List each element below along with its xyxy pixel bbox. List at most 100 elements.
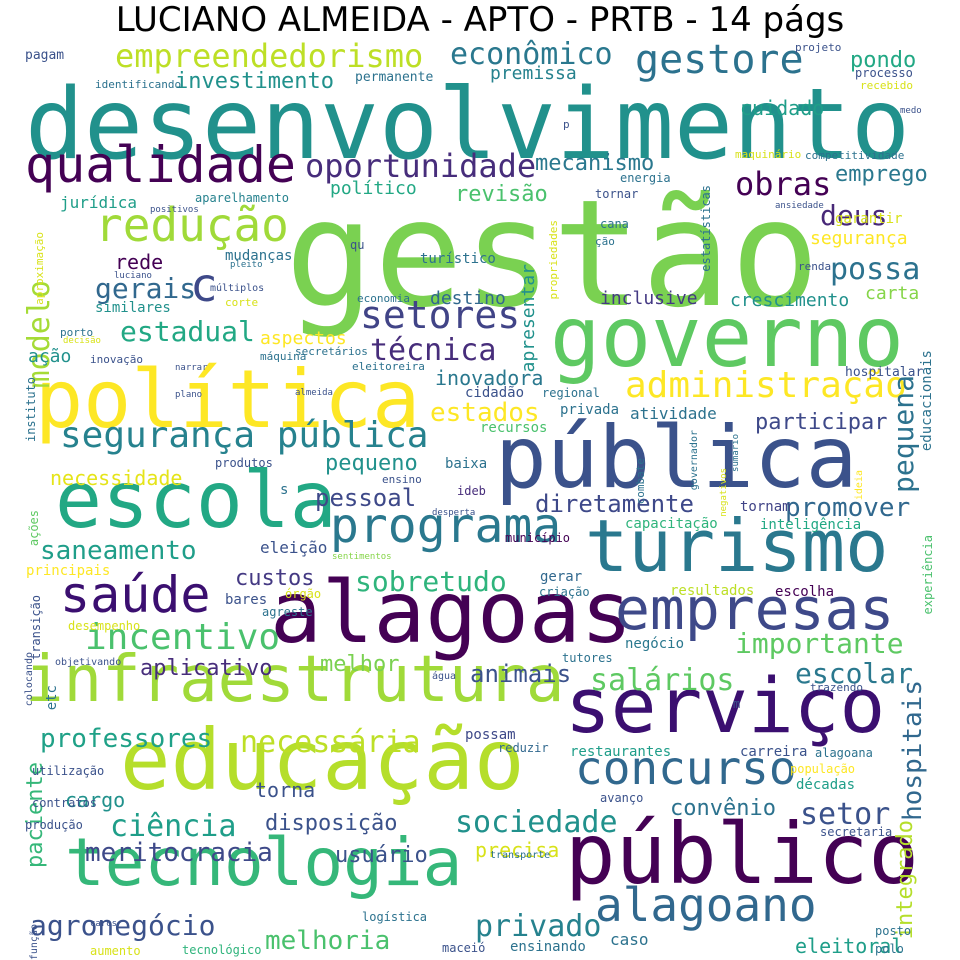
cloud-word: técnica (370, 333, 497, 368)
cloud-word: apresentar (518, 264, 539, 373)
cloud-word: segurança pública (60, 415, 429, 456)
cloud-word: salários (590, 663, 735, 698)
cloud-word: premissa (490, 63, 577, 84)
cloud-word: educação (120, 711, 525, 809)
cloud-word: professores (40, 724, 213, 754)
cloud-word: medo (900, 106, 922, 116)
cloud-word: caros (90, 919, 118, 929)
cloud-word: escolha (775, 584, 835, 600)
cloud-word: custos (235, 566, 315, 591)
cloud-word: ideb (457, 484, 486, 498)
cloud-word: setor (800, 797, 891, 832)
cloud-word: produtos (215, 456, 273, 470)
cloud-word: destino (430, 288, 506, 309)
cloud-word: décadas (796, 777, 856, 793)
cloud-word: alagoas (270, 563, 633, 663)
cloud-word: restaurantes (570, 744, 672, 760)
cloud-word: revisão (455, 182, 548, 207)
cloud-word: administração (625, 365, 907, 406)
cloud-word: logística (362, 910, 428, 924)
cloud-word: gerais (95, 272, 197, 305)
cloud-word: gerar (540, 569, 583, 585)
cloud-word: instituto (24, 377, 38, 443)
cloud-word: objetivando (55, 657, 122, 668)
cloud-word: energia (620, 171, 671, 185)
cloud-word: rede (115, 250, 164, 274)
cloud-word: tutores (562, 651, 613, 665)
cloud-word: porto (60, 326, 94, 339)
cloud-title: LUCIANO ALMEIDA - APTO - PRTB - 14 págs (115, 0, 845, 40)
cloud-word: cidadão (465, 385, 525, 401)
cloud-word: ações (27, 510, 41, 547)
cloud-word: hospitais (898, 680, 928, 821)
cloud-word: hospitalar (845, 365, 924, 380)
cloud-word: inclusive (600, 288, 698, 309)
cloud-word: experiência (921, 535, 935, 615)
cloud-word: ciência (110, 809, 237, 844)
cloud-word: contratos (32, 796, 98, 810)
cloud-word: s (280, 482, 289, 498)
cloud-word: água (432, 671, 457, 682)
cloud-word: eleição (260, 538, 328, 557)
cloud-word: diretamente (535, 490, 694, 518)
cloud-word: transporte (490, 850, 551, 861)
cloud-word: agronegócio (30, 909, 216, 942)
cloud-word: desperta (432, 508, 476, 518)
cloud-word: gestão (285, 168, 820, 340)
cloud-word: sociedade (455, 805, 618, 840)
cloud-word: serviço (565, 661, 886, 750)
cloud-word: recursos (480, 420, 548, 436)
cloud-word: meritocracia (85, 838, 273, 868)
cloud-word: trazendo (810, 681, 863, 694)
cloud-word: decisão (63, 336, 101, 346)
cloud-word: saneamento (40, 536, 197, 566)
cloud-word: necessidade (50, 466, 183, 490)
cloud-word: turismo (585, 504, 889, 588)
cloud-word: luciano (114, 271, 152, 281)
cloud-word: renda (798, 260, 832, 273)
cloud-word: carreira (740, 744, 808, 760)
cloud-word: escolar (795, 657, 914, 690)
cloud-word: agreste (262, 605, 313, 619)
cloud-word: promover (785, 493, 911, 523)
cloud-word: integrado (893, 820, 918, 940)
cloud-word: aplicativo (140, 656, 273, 681)
cloud-word: estados (430, 398, 540, 428)
word-cloud: gestão desenvolvimento governo política públ… (20, 40, 940, 960)
cloud-word: capacitação (625, 516, 718, 532)
cloud-word: melhoria (265, 926, 391, 956)
cloud-word: identificando (95, 78, 182, 91)
cloud-word: bares (225, 592, 268, 608)
cloud-word: estatísticas (699, 185, 713, 272)
cloud-word: ansiedade (775, 201, 824, 211)
cloud-word: eleitoral (795, 934, 904, 958)
cloud-word: qualidade (25, 136, 296, 194)
cloud-word: qu (350, 238, 365, 252)
cloud-word: reduzir (498, 741, 549, 755)
cloud-word: tornar (595, 187, 639, 201)
cloud-word: incentivo (85, 617, 281, 658)
cloud-word: permanente (355, 70, 434, 85)
cloud-word: pondo (850, 48, 917, 73)
cloud-word: disposição (265, 811, 398, 836)
cloud-word: positivos (150, 205, 199, 215)
cloud-word: inteligência (760, 517, 862, 533)
cloud-word: alagoana (815, 746, 873, 760)
cloud-word: setores (360, 293, 521, 337)
cloud-word: pequeno (325, 451, 418, 476)
cloud-word: transição (29, 595, 43, 661)
cloud-word: cargo (65, 788, 126, 812)
cloud-word: mecanismo (535, 151, 655, 176)
cloud-word: narrar (175, 363, 208, 373)
cloud-word: saúde (60, 566, 211, 624)
cloud-word: oportunidade (305, 147, 537, 185)
cloud-word: pública (495, 408, 858, 508)
cloud-word: etc (44, 685, 60, 711)
cloud-word: baixa (445, 456, 488, 472)
cloud-word: resultados (670, 583, 755, 599)
cloud-word: animais (470, 660, 572, 688)
cloud-word: maquinário (735, 148, 802, 161)
cloud-word: processo (855, 66, 913, 80)
cloud-word: turístico (420, 251, 496, 267)
cloud-word: governador (689, 430, 700, 491)
